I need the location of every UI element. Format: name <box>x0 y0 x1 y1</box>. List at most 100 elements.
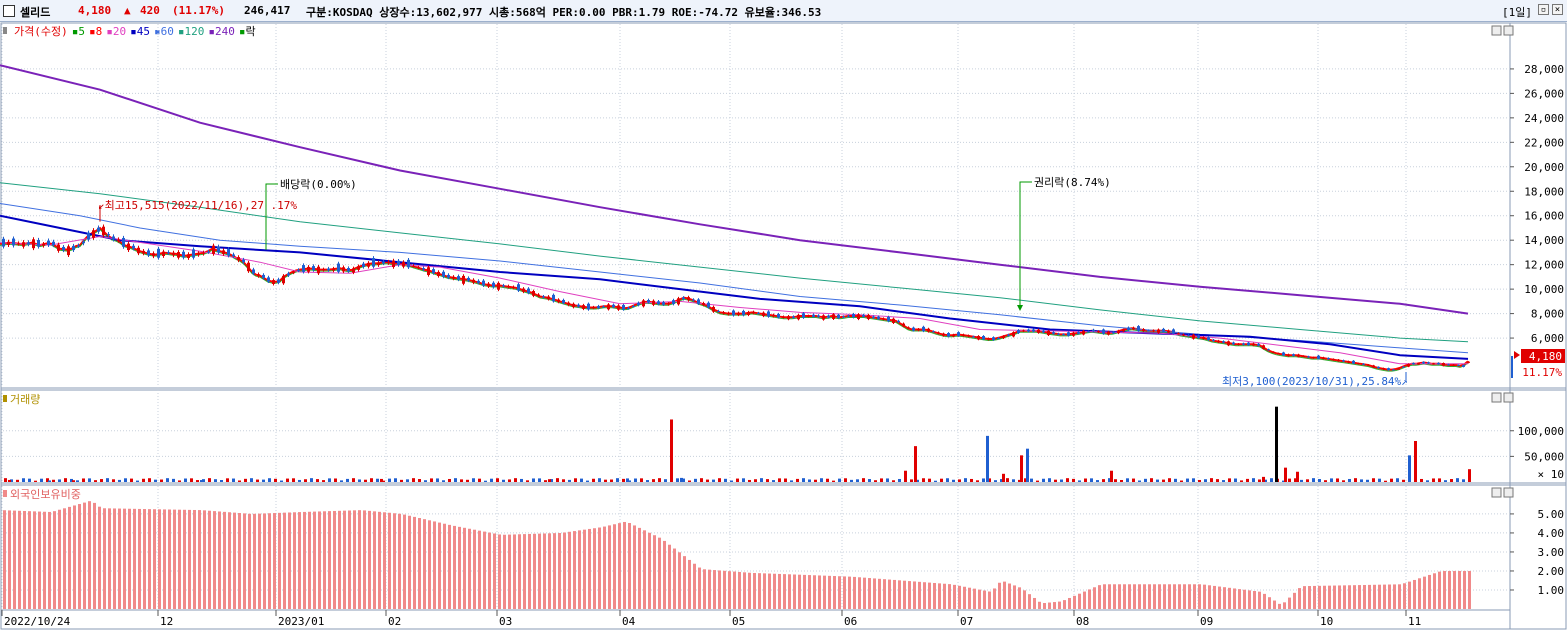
foreign-bar <box>963 586 966 609</box>
candle-body <box>1167 330 1170 333</box>
candle-body <box>282 275 285 284</box>
volume-bar <box>412 478 415 482</box>
foreign-bar <box>68 506 71 609</box>
month-tick-label: 08 <box>1076 615 1089 628</box>
volume-bar <box>598 478 601 482</box>
volume-bar <box>232 478 235 482</box>
volume-bar <box>1354 478 1357 482</box>
volume-spike-bar <box>914 446 917 482</box>
foreign-panel-close-icon <box>1503 487 1514 498</box>
volume-bar <box>514 478 517 482</box>
foreign-bar <box>763 573 766 609</box>
foreign-bar <box>778 573 781 609</box>
candle-body <box>837 314 840 318</box>
candle-body <box>7 241 10 245</box>
legend-ex-label: 락 <box>245 25 255 38</box>
candle-body <box>722 312 725 314</box>
candle-body <box>1042 330 1045 333</box>
foreign-bar <box>583 529 586 609</box>
foreign-bar <box>1018 587 1021 609</box>
candle-body <box>647 300 650 303</box>
foreign-bar <box>158 509 161 609</box>
volume-bar <box>220 480 223 482</box>
volume-spike-bar <box>1002 473 1005 482</box>
volume-bar <box>700 478 703 482</box>
candle-body <box>1207 337 1210 340</box>
volume-bar <box>1048 478 1051 482</box>
candle-body <box>737 312 740 315</box>
candle-body <box>1412 362 1415 365</box>
volume-bar <box>184 478 187 482</box>
restore-window-icon[interactable]: ▫ <box>1538 4 1549 15</box>
volume-spike-bar <box>640 479 643 482</box>
foreign-bar <box>723 570 726 609</box>
volume-bar <box>754 479 757 482</box>
volume-bar <box>1192 478 1195 482</box>
candle-body <box>277 279 280 283</box>
volume-bar <box>778 478 781 482</box>
foreign-bar <box>338 510 341 609</box>
foreign-bar <box>498 534 501 609</box>
volume-bar <box>508 479 511 482</box>
foreign-bar <box>98 506 101 609</box>
foreign-bar <box>1263 593 1266 609</box>
candle-body <box>1047 330 1050 336</box>
volume-bar <box>844 478 847 482</box>
last-price-label: 4,180 <box>1529 350 1562 363</box>
volume-bar <box>622 478 625 482</box>
foreign-bar <box>23 510 26 609</box>
candle-body <box>422 268 425 270</box>
candle-body <box>177 252 180 258</box>
volume-bar <box>28 478 31 482</box>
candle-body <box>762 312 765 317</box>
month-tick-label: 03 <box>499 615 512 628</box>
volume-bar <box>310 478 313 482</box>
candle-body <box>257 274 260 277</box>
foreign-bar <box>918 581 921 609</box>
volume-bar <box>1258 479 1261 482</box>
candle-body <box>172 252 175 256</box>
candle-body <box>1342 360 1345 362</box>
volume-bars <box>4 406 1471 482</box>
volume-bar <box>850 479 853 482</box>
volume-bar <box>112 479 115 482</box>
volume-bar <box>742 478 745 482</box>
stock-info: 구분:KOSDAQ 상장수:13,602,977 시총:568억 PER:0.0… <box>306 6 822 19</box>
volume-bar <box>346 478 349 482</box>
volume-bar <box>172 478 175 482</box>
volume-spike-bar <box>72 480 75 482</box>
volume-bar <box>1078 480 1081 482</box>
panel-buttons[interactable] <box>1491 25 1514 498</box>
foreign-bar <box>383 512 386 609</box>
volume-bar <box>94 480 97 482</box>
volume-bar <box>1036 480 1039 482</box>
candle-body <box>1382 368 1385 370</box>
candle-body <box>157 248 160 258</box>
period-selector[interactable]: [1일] <box>1502 6 1532 19</box>
legend-ma45-label: 45 <box>137 25 150 38</box>
close-window-icon[interactable]: × <box>1552 4 1563 15</box>
foreign-bar <box>943 583 946 609</box>
volume-bar <box>1090 478 1093 482</box>
candle-body <box>162 251 165 257</box>
candle-body <box>1322 357 1325 359</box>
candle-body <box>1102 329 1105 334</box>
volume-bar <box>826 478 829 482</box>
foreign-bar <box>1433 573 1436 609</box>
candle-body <box>1177 333 1180 335</box>
candle-body <box>377 262 380 266</box>
candle-body <box>787 316 790 320</box>
candle-body <box>767 311 770 317</box>
candle-body <box>977 336 980 340</box>
month-tick-label: 10 <box>1320 615 1333 628</box>
candle-body <box>902 323 905 327</box>
legend-ma120: ▪ <box>178 25 185 38</box>
candle-body <box>1247 342 1250 346</box>
select-checkbox[interactable] <box>3 5 15 17</box>
candle-body <box>352 268 355 273</box>
candle-body <box>1357 363 1360 365</box>
foreign-bar <box>938 583 941 609</box>
foreign-bar <box>93 502 96 609</box>
foreign-tick-label: 3.00 <box>1538 546 1565 559</box>
